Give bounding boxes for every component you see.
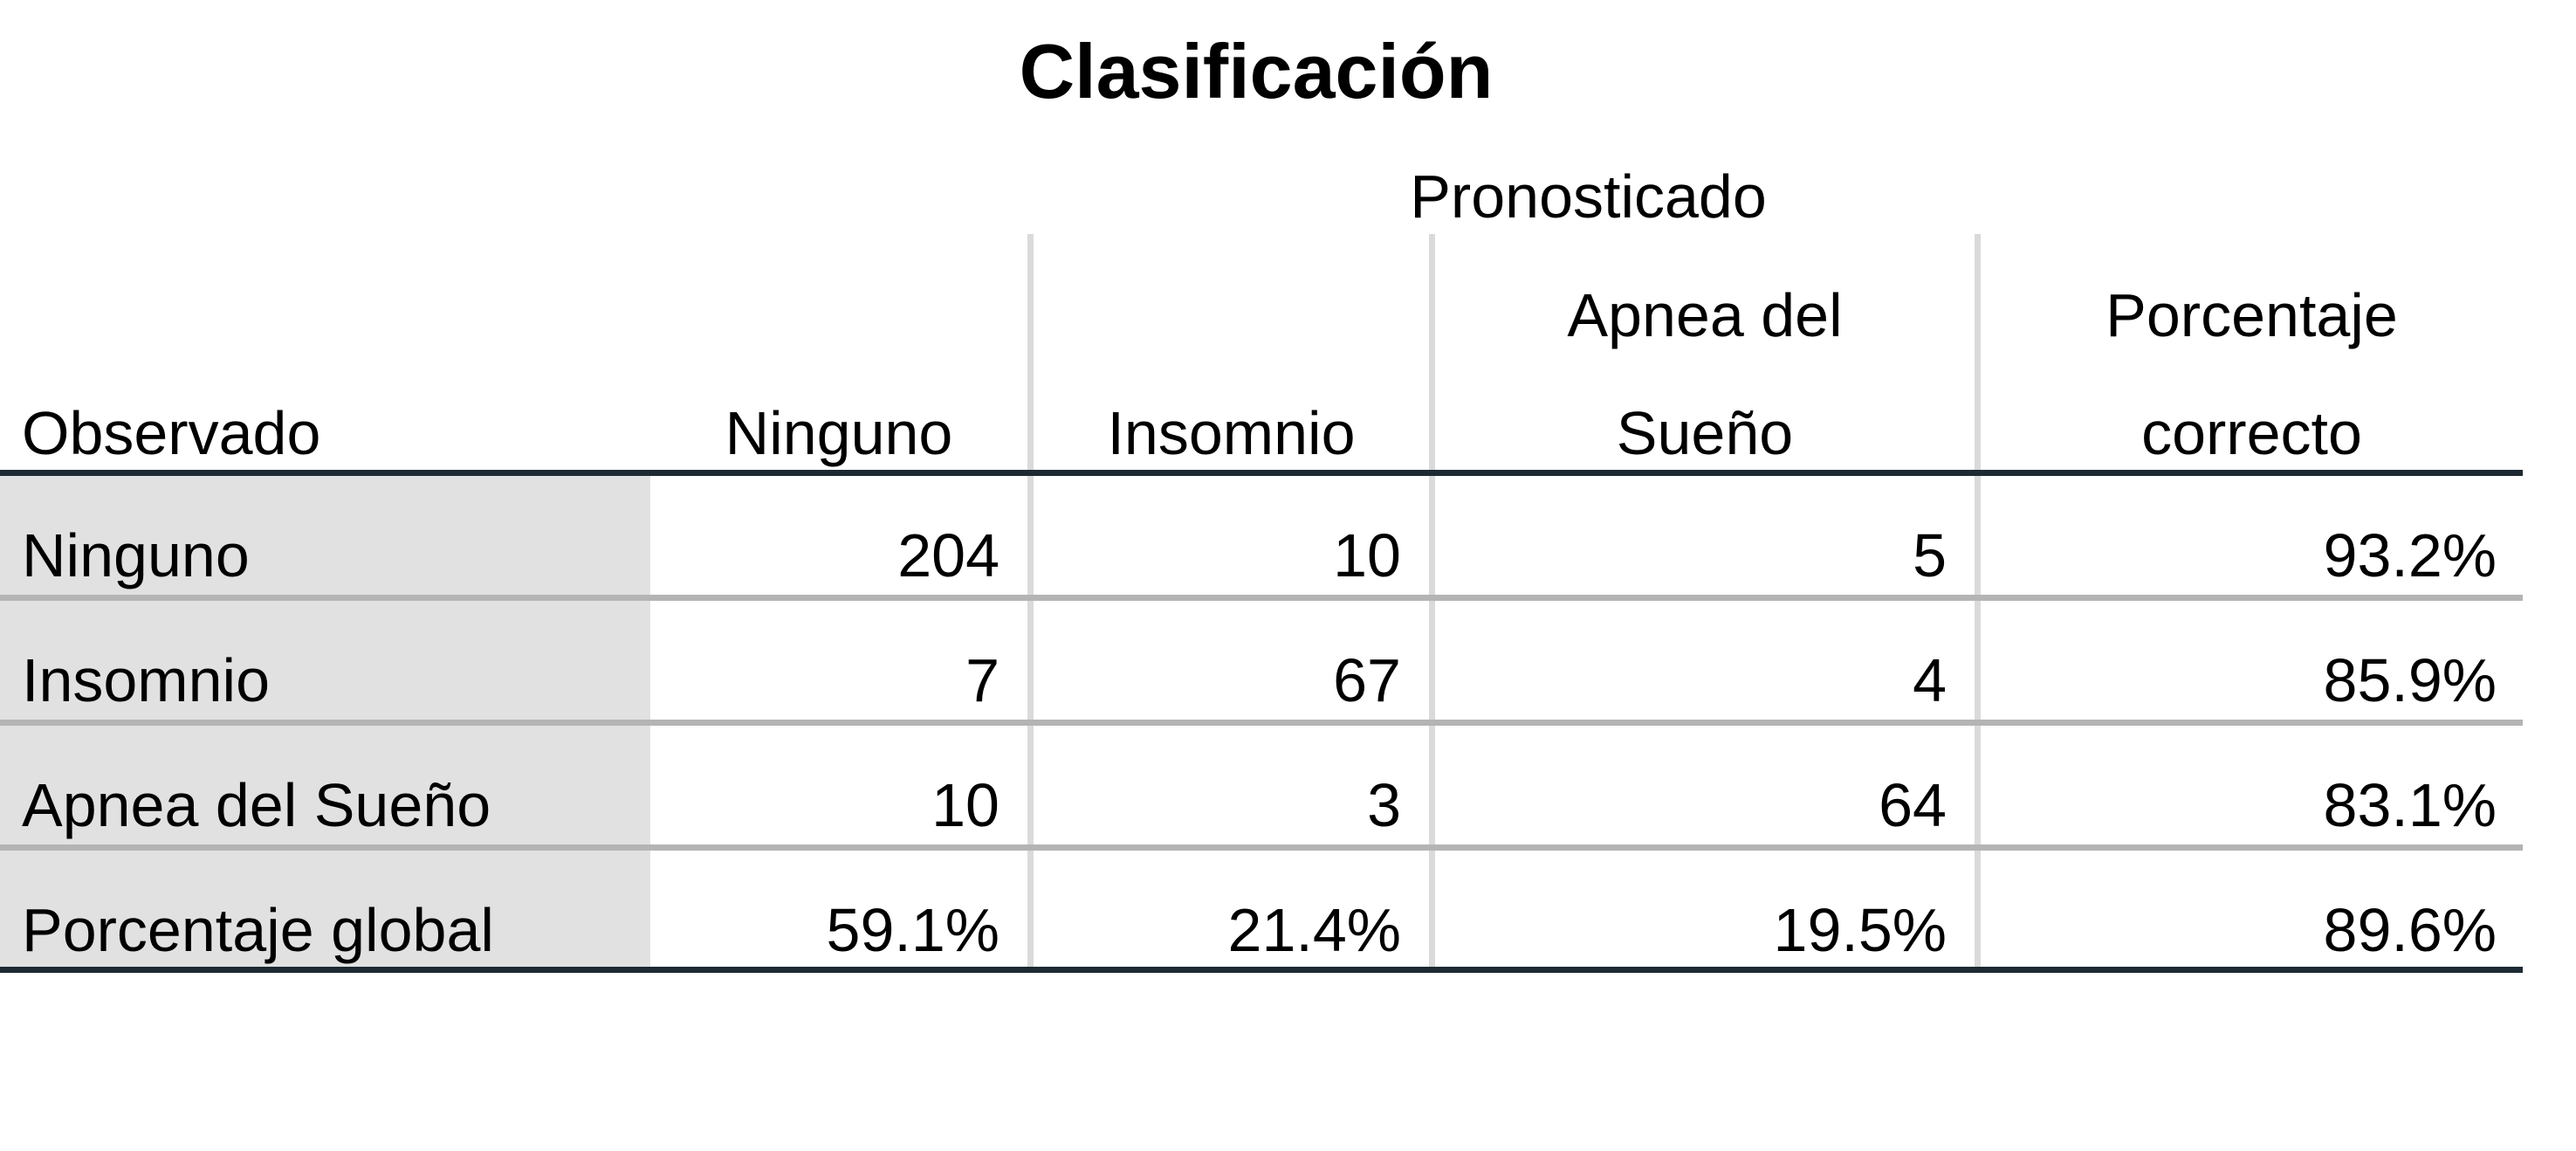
table-cell: 4 [1913,646,1947,714]
row-label-ninguno: Ninguno [22,521,250,589]
table-cell: 3 [1367,771,1401,839]
row-header: Observado [22,399,321,467]
table-cell: 85.9% [2323,646,2497,714]
table-cell: 59.1% [826,896,999,964]
row-label-apnea: Apnea del Sueño [22,771,491,839]
column-header-apnea-line2: Sueño [1616,399,1794,467]
column-header-apnea-line1: Apnea del [1567,281,1843,349]
column-divider [1429,234,1435,970]
table-cell: 67 [1333,646,1401,714]
row-label-insomnio: Insomnio [22,646,271,714]
column-header-ninguno: Ninguno [725,399,953,467]
column-header-porcentaje-line2: correcto [2141,399,2362,467]
table-cell: 10 [1333,521,1401,589]
column-divider [1027,234,1034,970]
row-label-porcentaje-global: Porcentaje global [22,896,494,964]
table-cell: 83.1% [2323,771,2497,839]
header-rule [0,470,2523,476]
table-cell: 93.2% [2323,521,2497,589]
table-cell: 5 [1913,521,1947,589]
column-divider [1975,234,1981,970]
table-cell: 64 [1879,771,1947,839]
table-cell: 21.4% [1227,896,1401,964]
table-cell: 7 [965,646,999,714]
table-cell: 204 [897,521,999,589]
spanner-header: Pronosticado [1410,162,1767,231]
row-divider [0,844,2523,851]
bottom-rule [0,967,2523,973]
table-cell: 10 [931,771,999,839]
column-header-insomnio: Insomnio [1107,399,1356,467]
row-divider [0,595,2523,601]
column-header-porcentaje-line1: Porcentaje [2105,281,2398,349]
table-cell: 19.5% [1773,896,1947,964]
table-title: Clasificación [1019,28,1494,114]
table-cell: 89.6% [2323,896,2497,964]
row-divider [0,720,2523,726]
